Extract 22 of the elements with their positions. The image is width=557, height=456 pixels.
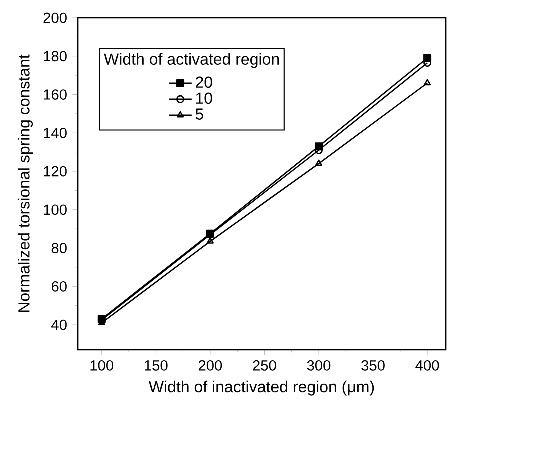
y-tick-label: 180: [44, 51, 67, 62]
x-tick-label: 400: [416, 360, 440, 371]
x-tick-label: 150: [145, 360, 168, 371]
x-tick-label: 300: [307, 360, 331, 371]
legend-label: 10: [196, 92, 212, 104]
y-axis-title: Normalized torsional spring constant: [18, 54, 34, 312]
x-tick-label: 100: [90, 360, 114, 371]
y-tick-label: 100: [44, 204, 67, 216]
y-tick-label: 40: [52, 320, 67, 330]
x-tick-label: 200: [198, 360, 222, 371]
legend-title: Width of activated region: [104, 53, 280, 68]
x-tick-label: 350: [362, 360, 385, 371]
x-axis-title: Width of inactivated region (μm): [148, 380, 374, 396]
legend-label: 20: [196, 76, 212, 88]
y-tick-label: 80: [52, 243, 67, 254]
y-tick-label: 120: [44, 166, 67, 177]
y-tick-label: 140: [44, 128, 67, 138]
y-tick-label: 200: [44, 12, 67, 24]
legend-label: 5: [196, 108, 204, 120]
y-tick-label: 160: [44, 90, 67, 100]
y-tick-label: 60: [52, 281, 67, 292]
x-tick-label: 250: [253, 360, 276, 371]
